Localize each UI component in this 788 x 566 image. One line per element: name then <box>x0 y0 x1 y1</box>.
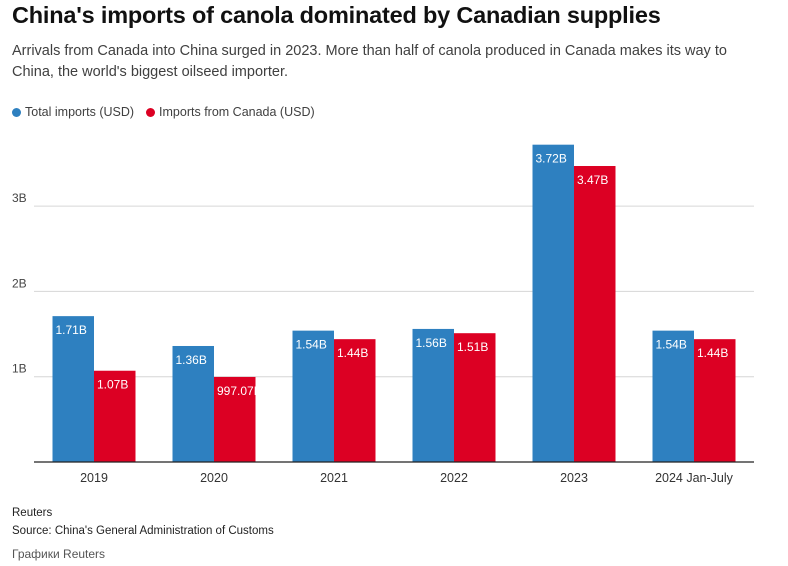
y-tick-label: 3B <box>12 191 27 205</box>
y-tick-label: 2B <box>12 276 27 290</box>
legend-label-canada: Imports from Canada (USD) <box>159 105 315 119</box>
data-label: 1.71B <box>56 323 87 337</box>
data-label: 1.51B <box>457 340 488 354</box>
y-tick-label: 1B <box>12 362 27 376</box>
legend-swatch-canada <box>146 107 156 117</box>
bar <box>694 339 736 462</box>
x-tick-label: 2021 <box>320 471 348 485</box>
legend-item-total: Total imports (USD) <box>12 105 134 119</box>
bar <box>94 370 136 462</box>
bar <box>292 330 334 462</box>
bar <box>52 316 94 462</box>
data-label: 1.44B <box>697 346 728 360</box>
bar <box>334 339 376 462</box>
bar <box>454 333 496 462</box>
data-label: 3.72B <box>536 152 567 166</box>
data-label: 1.56B <box>416 336 447 350</box>
chart-title: China's imports of canola dominated by C… <box>12 2 661 28</box>
bar-chart: 1B 2B 3B 1.71B 1.07B 2019 1.36B 997.07M 2020 1.54… <box>12 144 754 485</box>
footer-source: Source: China's General Administration o… <box>12 525 274 537</box>
legend-item-canada: Imports from Canada (USD) <box>146 105 315 119</box>
x-tick-label: 2023 <box>560 471 588 485</box>
data-label: 1.54B <box>296 338 327 352</box>
bar <box>574 166 616 462</box>
data-label: 1.36B <box>176 353 207 367</box>
data-label: 1.54B <box>656 338 687 352</box>
bar <box>652 330 694 462</box>
x-tick-label: 2020 <box>200 471 228 485</box>
chart-subtitle: Arrivals from Canada into China surged i… <box>12 43 727 80</box>
x-tick-label: 2019 <box>80 471 108 485</box>
bar <box>532 144 574 462</box>
legend-label-total: Total imports (USD) <box>25 105 135 119</box>
legend-swatch-total <box>12 107 21 117</box>
x-tick-label: 2022 <box>440 471 468 485</box>
footer-credit: Reuters <box>12 507 53 519</box>
x-tick-label: 2024 Jan-July <box>655 471 734 485</box>
bar <box>172 345 214 462</box>
data-label: 997.07M <box>217 384 264 398</box>
bar <box>214 376 256 462</box>
bar <box>412 328 454 462</box>
data-label: 1.07B <box>97 378 128 392</box>
footer-graphics: Графики Reuters <box>12 547 106 561</box>
data-label: 1.44B <box>337 346 368 360</box>
data-label: 3.47B <box>577 173 608 187</box>
legend: Total imports (USD) Imports from Canada … <box>12 105 315 119</box>
